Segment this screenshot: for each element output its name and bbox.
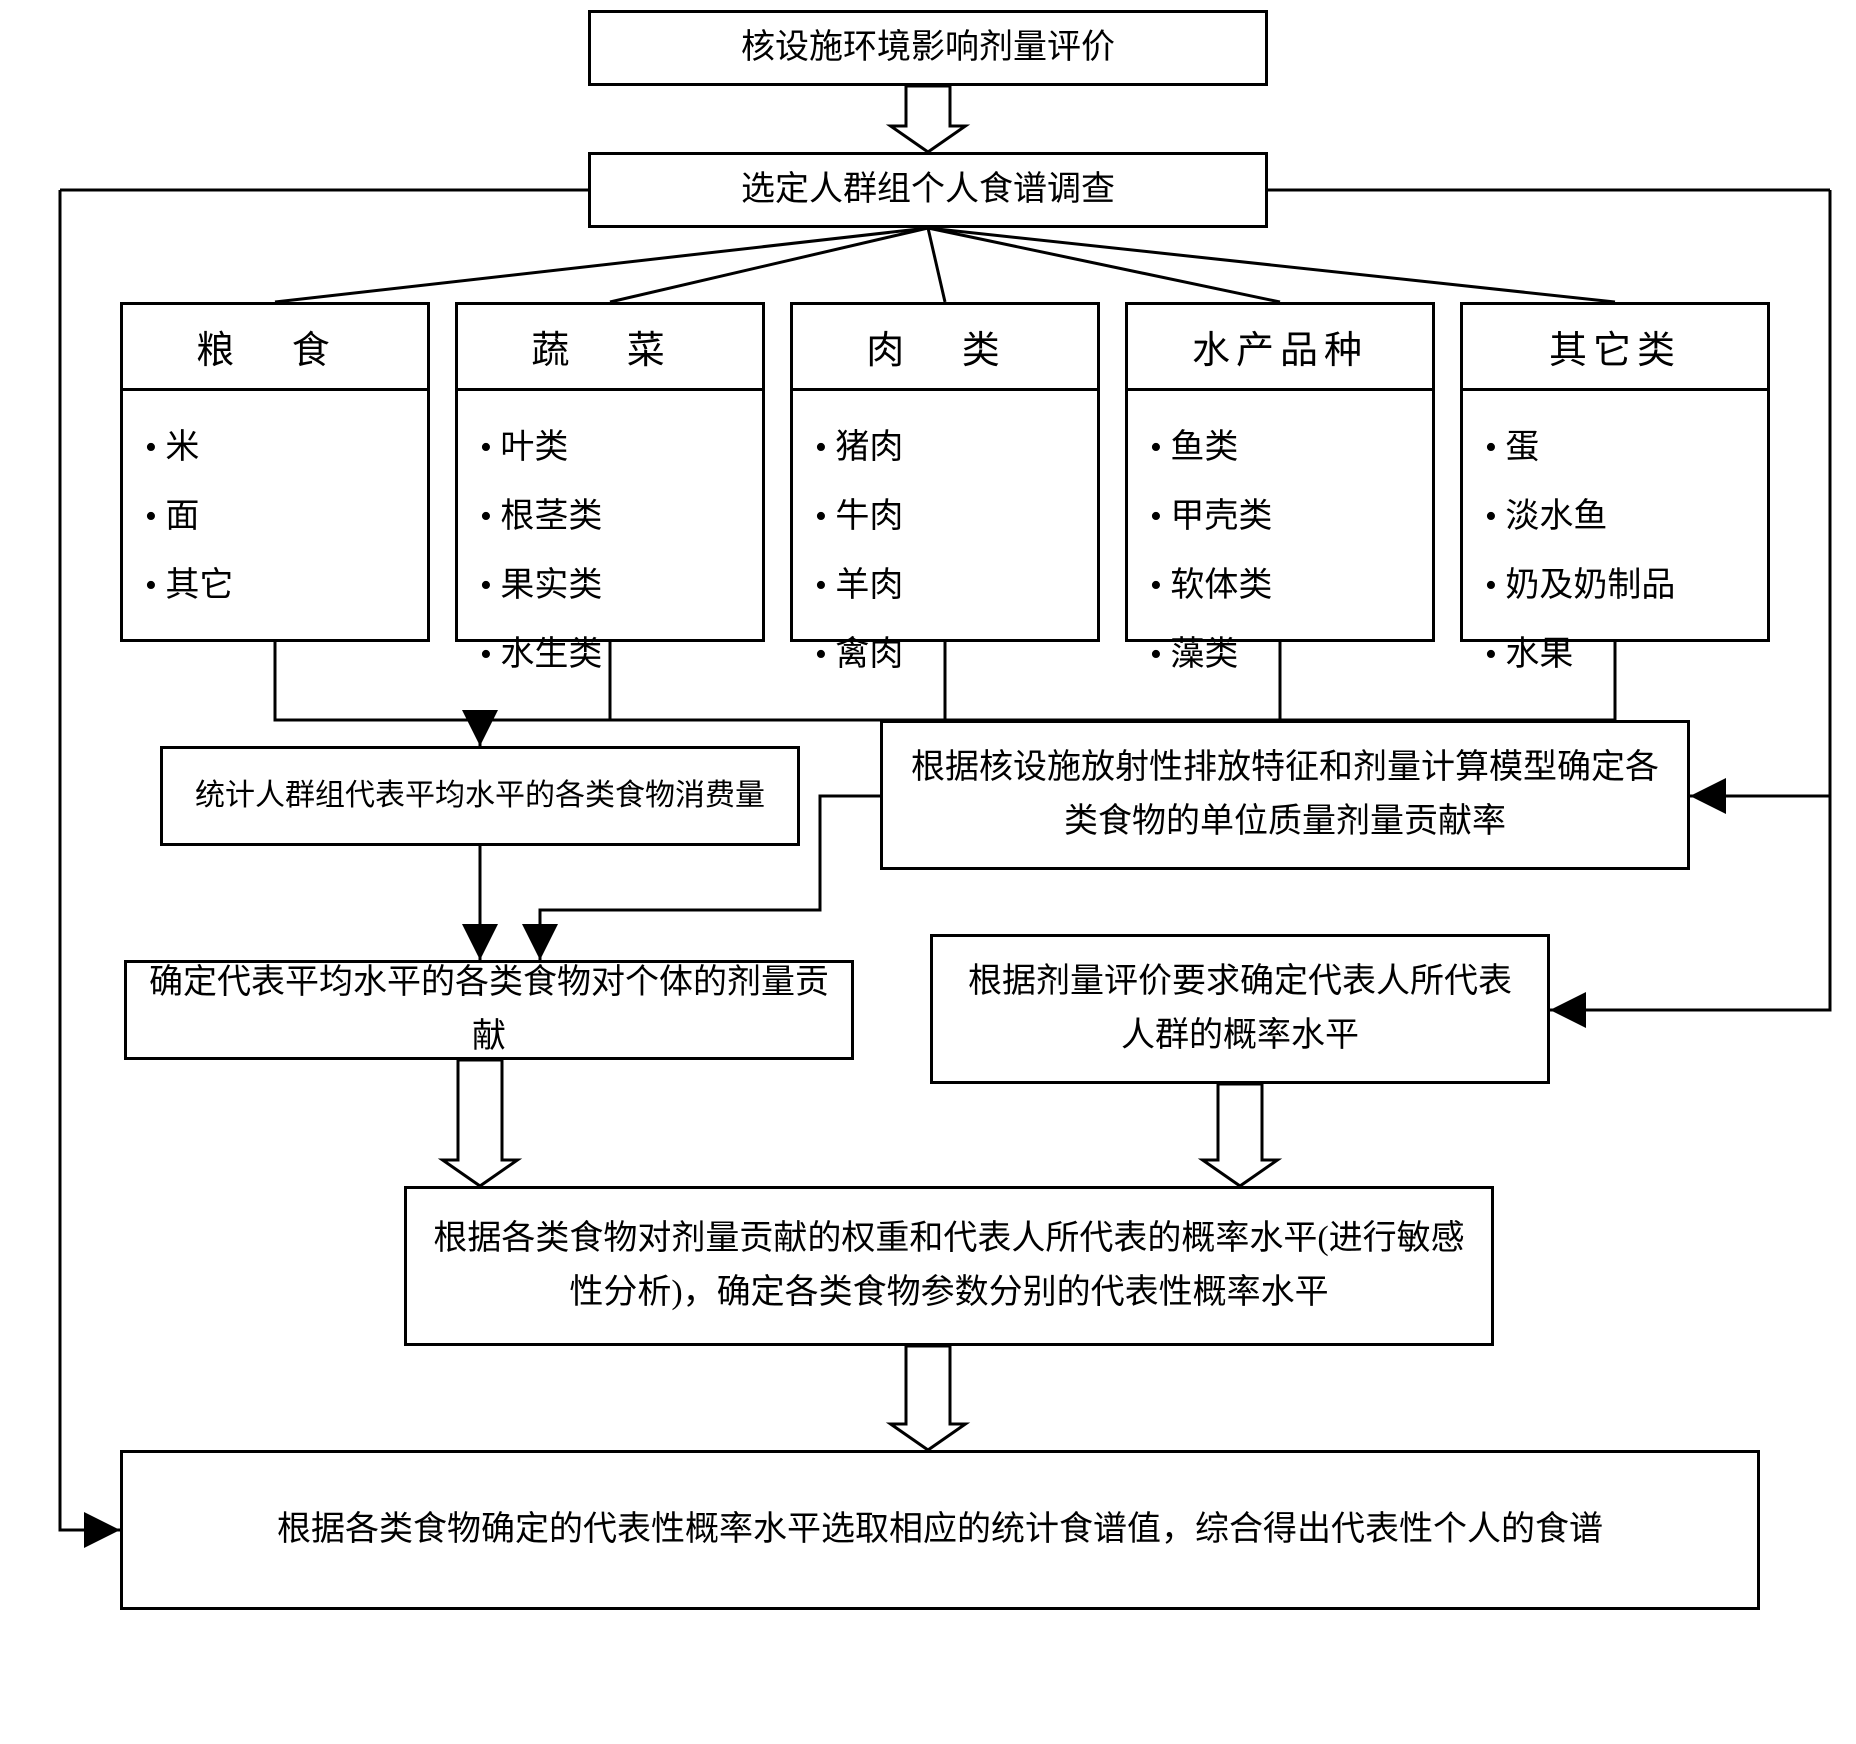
node-result: 根据各类食物确定的代表性概率水平选取相应的统计食谱值，综合得出代表性个人的食谱 (120, 1450, 1760, 1610)
list-item: 软体类 (1150, 547, 1410, 616)
node-top-label: 核设施环境影响剂量评价 (741, 21, 1115, 75)
list-item: 奶及奶制品 (1485, 547, 1745, 616)
list-item: 根茎类 (480, 478, 740, 547)
node-stats: 统计人群组代表平均水平的各类食物消费量 (160, 746, 800, 846)
node-sens-label: 根据各类食物对剂量贡献的权重和代表人所代表的概率水平(进行敏感性分析)，确定各类… (427, 1212, 1471, 1321)
list-item: 羊肉 (815, 547, 1075, 616)
node-prob-label: 根据剂量评价要求确定代表人所代表人群的概率水平 (953, 955, 1527, 1064)
list-item: 叶类 (480, 409, 740, 478)
list-item: 水果 (1485, 616, 1745, 685)
list-item: 面 (145, 478, 405, 547)
list-item: 鱼类 (1150, 409, 1410, 478)
category-grain-body: 米 面 其它 (123, 391, 427, 634)
category-aqua: 水产品种 鱼类 甲壳类 软体类 藻类 (1125, 302, 1435, 642)
list-item: 猪肉 (815, 409, 1075, 478)
category-other: 其它类 蛋 淡水鱼 奶及奶制品 水果 (1460, 302, 1770, 642)
list-item: 甲壳类 (1150, 478, 1410, 547)
node-survey: 选定人群组个人食谱调查 (588, 152, 1268, 228)
list-item: 禽肉 (815, 616, 1075, 685)
list-item: 藻类 (1150, 616, 1410, 685)
category-aqua-header: 水产品种 (1128, 305, 1432, 391)
list-item: 蛋 (1485, 409, 1745, 478)
category-other-header: 其它类 (1463, 305, 1767, 391)
node-prob: 根据剂量评价要求确定代表人所代表人群的概率水平 (930, 934, 1550, 1084)
node-contrib: 确定代表平均水平的各类食物对个体的剂量贡献 (124, 960, 854, 1060)
category-veg: 蔬 菜 叶类 根茎类 果实类 水生类 (455, 302, 765, 642)
list-item: 其它 (145, 547, 405, 616)
node-result-label: 根据各类食物确定的代表性概率水平选取相应的统计食谱值，综合得出代表性个人的食谱 (277, 1503, 1603, 1557)
category-veg-body: 叶类 根茎类 果实类 水生类 (458, 391, 762, 703)
category-meat-header: 肉 类 (793, 305, 1097, 391)
list-item: 牛肉 (815, 478, 1075, 547)
node-model: 根据核设施放射性排放特征和剂量计算模型确定各类食物的单位质量剂量贡献率 (880, 720, 1690, 870)
node-contrib-label: 确定代表平均水平的各类食物对个体的剂量贡献 (147, 956, 831, 1065)
category-veg-header: 蔬 菜 (458, 305, 762, 391)
node-stats-label: 统计人群组代表平均水平的各类食物消费量 (195, 772, 765, 820)
list-item: 淡水鱼 (1485, 478, 1745, 547)
list-item: 水生类 (480, 616, 740, 685)
category-aqua-body: 鱼类 甲壳类 软体类 藻类 (1128, 391, 1432, 703)
node-survey-label: 选定人群组个人食谱调查 (741, 163, 1115, 217)
category-meat-body: 猪肉 牛肉 羊肉 禽肉 (793, 391, 1097, 703)
category-meat: 肉 类 猪肉 牛肉 羊肉 禽肉 (790, 302, 1100, 642)
category-grain: 粮 食 米 面 其它 (120, 302, 430, 642)
node-top: 核设施环境影响剂量评价 (588, 10, 1268, 86)
category-other-body: 蛋 淡水鱼 奶及奶制品 水果 (1463, 391, 1767, 703)
node-sens: 根据各类食物对剂量贡献的权重和代表人所代表的概率水平(进行敏感性分析)，确定各类… (404, 1186, 1494, 1346)
node-model-label: 根据核设施放射性排放特征和剂量计算模型确定各类食物的单位质量剂量贡献率 (903, 741, 1667, 850)
list-item: 果实类 (480, 547, 740, 616)
list-item: 米 (145, 409, 405, 478)
category-grain-header: 粮 食 (123, 305, 427, 391)
